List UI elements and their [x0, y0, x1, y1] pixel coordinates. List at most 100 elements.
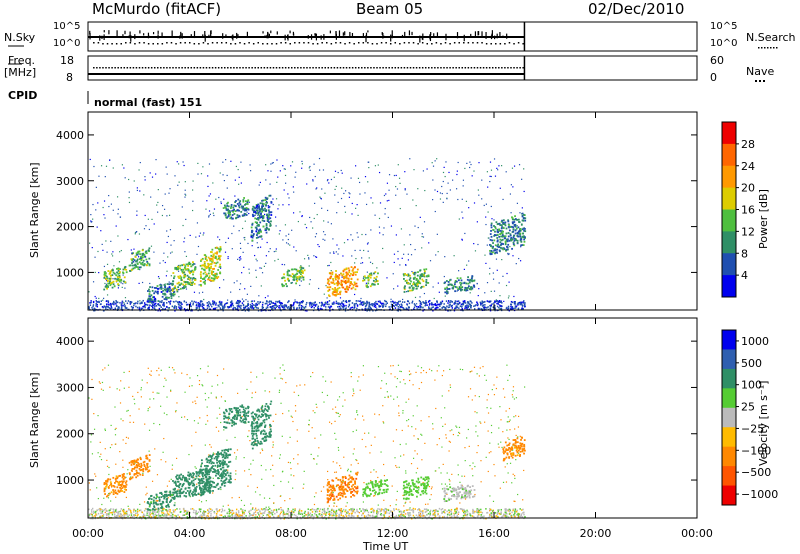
power-ground-scatter — [151, 301, 154, 304]
power-ground-scatter — [219, 300, 221, 303]
power-noise-point — [238, 183, 240, 185]
power-ground-scatter — [415, 305, 418, 308]
power-echo-point — [425, 281, 428, 283]
power-echo-point — [139, 253, 141, 256]
nsearch-legend-dot — [776, 47, 778, 49]
power-echo-point — [141, 254, 144, 257]
power-noise-point — [206, 200, 208, 202]
power-noise-point — [192, 180, 194, 182]
power-echo-point — [203, 268, 206, 271]
power-ground-scatter — [280, 303, 282, 306]
power-ground-scatter — [403, 301, 406, 303]
power-echo-point — [513, 244, 516, 247]
power-noise-point — [281, 263, 283, 266]
power-noise-point — [256, 260, 258, 262]
power-noise-point — [266, 200, 268, 203]
power-ground-scatter — [91, 308, 94, 311]
freq-point — [318, 67, 320, 69]
power-noise-point — [319, 169, 321, 171]
power-ground-scatter — [274, 304, 276, 306]
velocity-ground-scatter — [488, 515, 491, 517]
power-ground-scatter — [285, 305, 288, 308]
power-noise-point — [334, 188, 336, 191]
power-ground-scatter — [317, 306, 319, 309]
velocity-ground-scatter — [461, 508, 464, 511]
velocity-ground-scatter — [454, 510, 456, 513]
power-echo-point — [511, 216, 513, 219]
power-echo-point — [243, 212, 246, 215]
nsky-spike — [210, 30, 212, 38]
power-ground-scatter — [341, 301, 343, 304]
power-noise-point — [358, 300, 361, 302]
power-ytick-label: 3000 — [56, 175, 84, 188]
power-echo-point — [205, 259, 208, 262]
velocity-ground-scatter — [517, 514, 519, 516]
power-ground-scatter — [240, 305, 242, 307]
power-noise-point — [431, 162, 433, 164]
velocity-ground-scatter — [112, 508, 114, 511]
velocity-ground-scatter — [451, 515, 453, 518]
power-ground-scatter — [321, 302, 323, 305]
velocity-ground-scatter — [440, 508, 443, 511]
power-echo-point — [117, 279, 119, 282]
power-echo-point — [410, 280, 412, 283]
power-ground-scatter — [428, 306, 430, 308]
velocity-ground-scatter — [94, 511, 96, 514]
velocity-ground-scatter — [384, 511, 387, 513]
power-noise-point — [316, 187, 318, 189]
power-ground-scatter — [185, 304, 188, 306]
power-echo-point — [492, 228, 495, 231]
power-echo-point — [132, 267, 135, 270]
freq-point — [428, 67, 430, 69]
power-echo-point — [117, 267, 120, 270]
velocity-ground-scatter — [136, 512, 139, 514]
power-ground-scatter — [173, 307, 176, 309]
power-echo-point — [498, 246, 501, 248]
nsearch-point — [298, 42, 301, 44]
power-echo-point — [129, 269, 131, 272]
power-echo-point — [448, 283, 451, 286]
power-ground-scatter — [372, 303, 374, 305]
nsky-spike — [157, 30, 159, 34]
power-echo-point — [116, 268, 118, 270]
nsearch-point — [312, 43, 314, 45]
velocity-ground-scatter — [460, 508, 462, 510]
velocity-ground-scatter — [316, 515, 319, 518]
power-echo-point — [215, 272, 218, 275]
velocity-ground-scatter — [166, 512, 169, 514]
velocity-ground-scatter — [97, 512, 100, 515]
power-ground-scatter — [249, 305, 252, 308]
velocity-ground-scatter — [481, 511, 484, 514]
power-ground-scatter — [282, 306, 284, 308]
power-echo-point — [258, 208, 261, 211]
power-noise-point — [220, 201, 222, 203]
power-echo-point — [448, 287, 451, 290]
power-ground-scatter — [321, 303, 323, 306]
nsearch-point — [348, 42, 351, 44]
power-noise-point — [253, 307, 256, 309]
power-echo-point — [281, 284, 284, 286]
velocity-ground-scatter — [434, 510, 437, 512]
power-ground-scatter — [252, 307, 254, 309]
power-noise-point — [324, 192, 326, 194]
power-echo-point — [211, 279, 214, 282]
power-noise-point — [205, 208, 207, 210]
power-ground-scatter — [481, 300, 483, 303]
power-noise-point — [423, 292, 426, 295]
velocity-ground-scatter — [425, 508, 428, 511]
power-ground-scatter — [369, 307, 371, 310]
power-ground-scatter — [282, 304, 284, 307]
power-ground-scatter — [221, 303, 223, 305]
freq-point — [382, 67, 384, 69]
power-echo-point — [177, 267, 180, 270]
power-noise-point — [487, 237, 489, 239]
power-noise-point — [400, 228, 403, 230]
power-noise-point — [215, 198, 217, 200]
power-noise-point — [118, 261, 121, 263]
power-ground-scatter — [231, 300, 233, 302]
power-ground-scatter — [385, 305, 387, 308]
power-ground-scatter — [374, 304, 377, 307]
power-echo-point — [341, 274, 344, 277]
power-echo-point — [178, 284, 181, 286]
velocity-ground-scatter — [101, 509, 104, 511]
